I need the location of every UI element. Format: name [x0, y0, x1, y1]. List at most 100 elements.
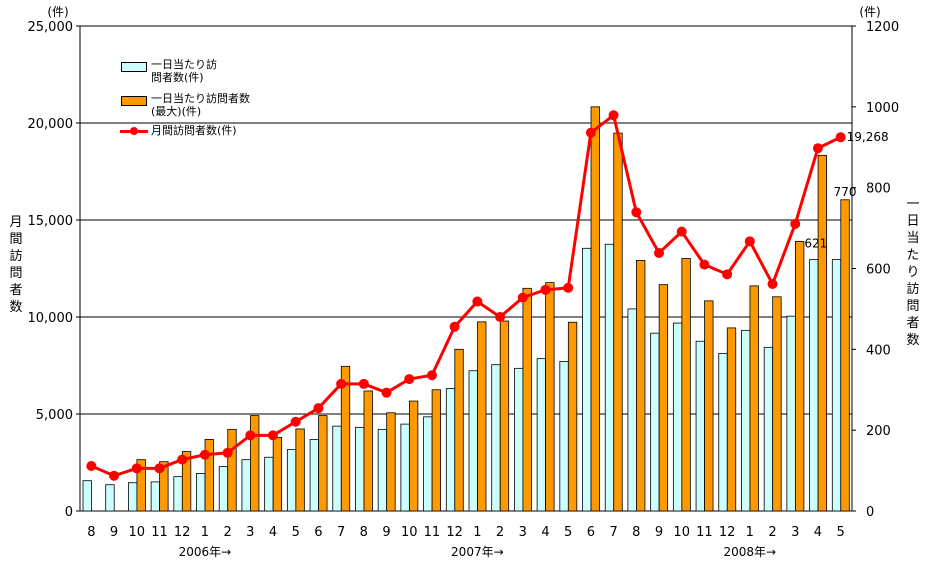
- bar-daily: [241, 459, 251, 512]
- bar-daily: [173, 476, 183, 512]
- bar-daily-max: [136, 459, 146, 512]
- bar-daily-max: [499, 320, 510, 512]
- point-monthly: [699, 259, 710, 270]
- bar-daily: [355, 426, 365, 512]
- bar-daily-max: [181, 451, 192, 512]
- bar-daily-max: [567, 321, 578, 512]
- point-monthly: [812, 143, 823, 154]
- point-monthly: [676, 226, 687, 237]
- bar-daily-max: [545, 282, 555, 512]
- bar-daily: [604, 243, 615, 512]
- legend: 一日当たり訪問者数(件) 一日当たり訪問者数(最大)(件) 月間訪問者数(件): [118, 58, 278, 140]
- bar-daily-max: [431, 389, 441, 512]
- x-tick-label: 3: [791, 525, 799, 540]
- x-tick-label: 7: [337, 525, 345, 540]
- x-tick-label: 2: [496, 525, 504, 540]
- bar-daily: [627, 308, 637, 512]
- legend-label-daily: 一日当たり訪問者数(件): [151, 58, 217, 84]
- bar-daily-max: [454, 348, 464, 512]
- bar-daily-max: [386, 412, 396, 512]
- bar-daily-max: [636, 260, 646, 512]
- x-tick-label: 5: [837, 525, 845, 540]
- bar-daily: [491, 364, 501, 512]
- y-right-tick-label: 1000: [866, 101, 899, 116]
- x-tick-label: 2: [768, 525, 776, 540]
- bar-daily-max: [227, 428, 237, 512]
- point-monthly: [290, 416, 301, 427]
- legend-label-daily-max: 一日当たり訪問者数(最大)(件): [151, 92, 250, 118]
- y-right-tick-label: 200: [866, 424, 891, 439]
- bar-daily: [831, 259, 842, 512]
- point-monthly: [109, 470, 120, 481]
- point-monthly: [313, 403, 324, 414]
- point-monthly: [381, 387, 392, 398]
- x-tick-label: 12: [174, 525, 191, 540]
- y-left-unit: (件): [47, 5, 68, 19]
- point-monthly: [358, 378, 369, 389]
- bar-daily: [741, 329, 751, 512]
- bar-daily-max: [408, 400, 419, 512]
- x-tick-label: 6: [587, 525, 595, 540]
- bar-daily-max: [318, 415, 328, 512]
- bar-daily: [445, 388, 456, 512]
- y-right-tick-label: 0: [866, 505, 874, 520]
- point-monthly: [426, 370, 437, 381]
- legend-marker-monthly: [130, 127, 138, 135]
- x-tick-label: 11: [696, 525, 713, 540]
- bar-daily-max: [590, 106, 600, 512]
- bar-daily-max: [840, 199, 850, 512]
- bar-daily: [468, 370, 478, 512]
- bar-daily: [718, 352, 728, 512]
- bar-daily-max: [272, 437, 283, 512]
- y-right-tick-label: 600: [866, 263, 891, 278]
- bar-daily: [128, 482, 138, 512]
- x-tick-label: 11: [151, 525, 168, 540]
- x-tick-label: 8: [360, 525, 368, 540]
- year-label: 2008年→: [724, 545, 777, 559]
- point-monthly: [790, 218, 801, 229]
- point-monthly: [722, 269, 733, 280]
- y-right-tick-label: 1200: [866, 20, 899, 35]
- bar-daily-max: [817, 154, 827, 512]
- x-tick-label: 10: [673, 525, 690, 540]
- bar-daily: [786, 315, 796, 512]
- x-tick-label: 3: [246, 525, 254, 540]
- data-label: 19,268: [847, 130, 889, 144]
- bar-daily: [536, 358, 547, 512]
- bar-daily-max: [340, 365, 351, 512]
- point-monthly: [517, 292, 528, 303]
- bar-daily: [423, 416, 433, 512]
- y-right-tick-label: 800: [866, 182, 891, 197]
- line-monthly: [90, 112, 842, 478]
- point-monthly: [654, 247, 664, 258]
- x-tick-label: 1: [473, 525, 481, 540]
- y-right-tick-label: 400: [866, 343, 891, 358]
- x-tick-label: 12: [446, 525, 463, 540]
- x-tick-label: 9: [382, 525, 390, 540]
- y-left-tick-label: 10,000: [28, 311, 74, 326]
- bar-daily-max: [295, 428, 305, 512]
- x-tick-label: 2: [223, 525, 231, 540]
- x-tick-label: 8: [632, 525, 640, 540]
- point-monthly: [835, 132, 846, 143]
- point-monthly: [404, 374, 415, 385]
- bar-daily-max: [363, 390, 373, 512]
- bar-daily-max: [522, 287, 532, 512]
- point-monthly: [608, 110, 619, 121]
- bar-daily-max: [772, 296, 782, 512]
- right-axis-title: 一日当たり訪問者数: [906, 197, 920, 348]
- y-right-unit: (件): [859, 5, 880, 19]
- legend-swatch-daily-max: [121, 96, 147, 106]
- bar-daily: [650, 332, 660, 512]
- bar-daily: [286, 449, 297, 512]
- bar-daily: [82, 480, 92, 512]
- bar-daily: [377, 428, 388, 512]
- point-monthly: [268, 430, 278, 441]
- bar-daily-max: [159, 461, 169, 512]
- point-monthly: [177, 454, 188, 465]
- x-tick-label: 4: [541, 525, 549, 540]
- point-monthly: [154, 463, 165, 474]
- bar-daily-max: [613, 132, 623, 512]
- data-label: 770: [834, 185, 857, 199]
